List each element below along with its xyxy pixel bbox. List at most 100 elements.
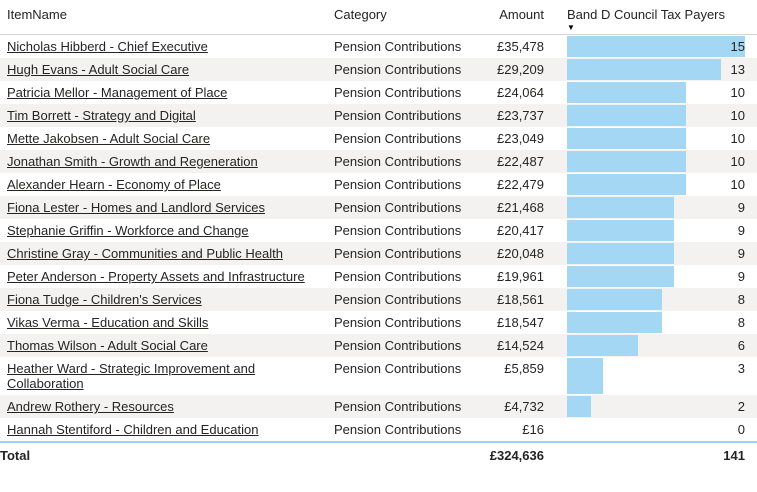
amount-cell: £35,478 [497,39,544,54]
item-name-cell[interactable]: Andrew Rothery - Resources [7,399,174,414]
band-d-value: 10 [730,131,745,146]
column-header-band-d-council-tax-payers[interactable]: Band D Council Tax Payers ▼ [544,5,757,34]
band-d-bar-cell: 6 [567,334,745,357]
band-d-value: 9 [737,200,745,215]
item-name-cell[interactable]: Christine Gray - Communities and Public … [7,246,283,261]
item-name-cell[interactable]: Nicholas Hibberd - Chief Executive [7,39,208,54]
band-d-bar-cell: 15 [567,35,745,58]
category-cell: Pension Contributions [334,177,462,192]
total-amount: £324,636 [489,448,544,463]
column-header-amount[interactable]: Amount [499,7,544,22]
item-name-cell[interactable]: Alexander Hearn - Economy of Place [7,177,221,192]
data-bar [567,197,674,218]
band-d-bar-cell: 0 [567,418,745,441]
band-d-value: 0 [737,422,745,437]
table-row[interactable]: Jonathan Smith - Growth and Regeneration… [0,150,757,173]
amount-cell: £18,561 [497,292,544,307]
data-bar [567,128,686,149]
item-name-cell[interactable]: Thomas Wilson - Adult Social Care [7,338,208,353]
item-name-cell[interactable]: Fiona Lester - Homes and Landlord Servic… [7,200,265,215]
table-row[interactable]: Peter Anderson - Property Assets and Inf… [0,265,757,288]
amount-cell: £20,417 [497,223,544,238]
band-d-bar-cell: 10 [567,127,745,150]
band-d-value: 6 [737,338,745,353]
band-d-bar-cell: 9 [567,196,745,219]
band-d-bar-cell: 10 [567,104,745,127]
band-d-value: 15 [730,39,745,54]
band-d-value: 9 [737,246,745,261]
table-row[interactable]: Thomas Wilson - Adult Social Care Pension… [0,334,757,357]
category-cell: Pension Contributions [334,154,462,169]
table-row[interactable]: Hugh Evans - Adult Social Care Pension Co… [0,58,757,81]
item-name-cell[interactable]: Heather Ward - Strategic Improvement and… [7,361,256,391]
category-cell: Pension Contributions [334,62,462,77]
table-row[interactable]: Tim Borrett - Strategy and Digital Pensio… [0,104,757,127]
data-bar [567,312,662,333]
table-row[interactable]: Fiona Tudge - Children's Services Pension… [0,288,757,311]
data-bar [567,335,639,356]
table-body: Nicholas Hibberd - Chief Executive Pensio… [0,35,757,441]
column-header-itemname[interactable]: ItemName [7,7,67,22]
amount-cell: £22,479 [497,177,544,192]
amount-cell: £5,859 [504,361,544,376]
amount-cell: £16 [522,422,544,437]
item-name-cell[interactable]: Mette Jakobsen - Adult Social Care [7,131,211,146]
item-name-cell[interactable]: Hannah Stentiford - Children and Educati… [7,422,259,437]
table-row[interactable]: Nicholas Hibberd - Chief Executive Pensio… [0,35,757,58]
table-row[interactable]: Vikas Verma - Education and Skills Pensio… [0,311,757,334]
item-name-cell[interactable]: Jonathan Smith - Growth and Regeneration [7,154,258,169]
band-d-value: 9 [737,269,745,284]
band-d-value: 10 [730,108,745,123]
data-bar [567,151,686,172]
category-cell: Pension Contributions [334,399,462,414]
data-bar [567,243,674,264]
table-row[interactable]: Patricia Mellor - Management of Place Pen… [0,81,757,104]
data-bar [567,358,603,394]
amount-cell: £21,468 [497,200,544,215]
item-name-cell[interactable]: Stephanie Griffin - Workforce and Change [7,223,249,238]
data-bar [567,289,662,310]
sort-descending-icon[interactable]: ▼ [567,23,575,32]
table-row[interactable]: Heather Ward - Strategic Improvement and… [0,357,757,395]
table-row[interactable]: Fiona Lester - Homes and Landlord Servic… [0,196,757,219]
column-header-category[interactable]: Category [334,7,387,22]
band-d-bar-cell: 8 [567,311,745,334]
total-label: Total [0,448,31,463]
table-row[interactable]: Alexander Hearn - Economy of Place Pensio… [0,173,757,196]
item-name-cell[interactable]: Tim Borrett - Strategy and Digital [7,108,196,123]
data-bar [567,174,686,195]
amount-cell: £23,737 [497,108,544,123]
band-d-value: 8 [737,315,745,330]
table-row[interactable]: Andrew Rothery - Resources Pension Contri… [0,395,757,418]
data-bar [567,266,674,287]
band-d-value: 10 [730,85,745,100]
band-d-value: 10 [730,154,745,169]
amount-cell: £22,487 [497,154,544,169]
category-cell: Pension Contributions [334,223,462,238]
category-cell: Pension Contributions [334,200,462,215]
total-row: Total £324,636 141 [0,441,757,467]
amount-cell: £24,064 [497,85,544,100]
data-bar [567,220,674,241]
band-d-bar-cell: 9 [567,219,745,242]
item-name-cell[interactable]: Fiona Tudge - Children's Services [7,292,202,307]
table-row[interactable]: Mette Jakobsen - Adult Social Care Pensio… [0,127,757,150]
data-bar [567,396,591,417]
amount-cell: £14,524 [497,338,544,353]
category-cell: Pension Contributions [334,131,462,146]
item-name-cell[interactable]: Vikas Verma - Education and Skills [7,315,209,330]
band-d-value: 2 [737,399,745,414]
table-row[interactable]: Stephanie Griffin - Workforce and Change… [0,219,757,242]
item-name-cell[interactable]: Peter Anderson - Property Assets and Inf… [7,269,305,284]
table-row[interactable]: Hannah Stentiford - Children and Educati… [0,418,757,441]
data-bar [567,36,745,57]
category-cell: Pension Contributions [334,361,462,376]
item-name-cell[interactable]: Patricia Mellor - Management of Place [7,85,228,100]
amount-cell: £20,048 [497,246,544,261]
table-row[interactable]: Christine Gray - Communities and Public … [0,242,757,265]
band-d-bar-cell: 10 [567,81,745,104]
item-name-cell[interactable]: Hugh Evans - Adult Social Care [7,62,190,77]
band-d-bar-cell: 8 [567,288,745,311]
amount-cell: £23,049 [497,131,544,146]
category-cell: Pension Contributions [334,108,462,123]
